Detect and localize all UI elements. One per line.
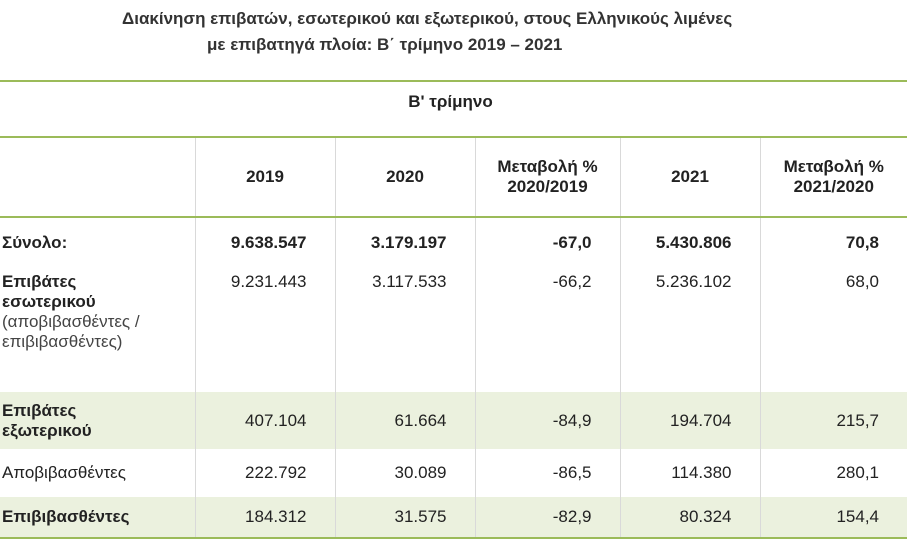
value-cell: 31.575 bbox=[334, 497, 475, 539]
title-line: με επιβατηγά πλοία: Β΄ τρίμηνο 2019 – 20… bbox=[207, 35, 563, 54]
row-label-text: Σύνολο: bbox=[2, 233, 68, 252]
value-cell: -82,9 bbox=[474, 497, 620, 539]
value-cell: 215,7 bbox=[759, 392, 907, 449]
column-header: 2019 bbox=[194, 137, 335, 218]
column-header-line: Μεταβολή % bbox=[497, 157, 598, 176]
row-label-text: Επιβιβασθέντες bbox=[2, 507, 130, 526]
value-cell: 80.324 bbox=[619, 497, 760, 539]
value-cell: 280,1 bbox=[759, 449, 907, 497]
column-header: Μεταβολή % 2021/2020 bbox=[759, 137, 907, 218]
title: Διακίνηση επιβατών, εσωτερικού και εξωτε… bbox=[0, 6, 907, 58]
value-cell: 194.704 bbox=[619, 392, 760, 449]
value-cell: 114.380 bbox=[619, 449, 760, 497]
row-label-text: Επιβάτες εξωτερικού bbox=[2, 400, 92, 440]
title-line: Διακίνηση επιβατών, εσωτερικού και εξωτε… bbox=[122, 9, 733, 28]
value-cell: 61.664 bbox=[334, 392, 475, 449]
column-header-line: 2020/2019 bbox=[507, 177, 588, 196]
table-row: Επιβάτες εσωτερικού (αποβιβασθέντες / επι… bbox=[0, 268, 907, 392]
value-cell: 9.231.443 bbox=[194, 268, 335, 392]
value-cell: 184.312 bbox=[194, 497, 335, 539]
column-header-line: 2021/2020 bbox=[793, 177, 874, 196]
column-header: 2020 bbox=[334, 137, 475, 218]
table-row: Επιβάτες εξωτερικού 407.104 61.664 -84,9 194… bbox=[0, 392, 907, 449]
table-body: Β' τρίμηνο 2019 2020 Μεταβολή % 2020/2019 20… bbox=[0, 80, 907, 539]
value-cell: 154,4 bbox=[759, 497, 907, 539]
row-label: Επιβιβασθέντες bbox=[0, 497, 195, 539]
column-header-line: Μεταβολή % bbox=[783, 157, 884, 176]
data-table: Β' τρίμηνο 2019 2020 Μεταβολή % 2020/2019 20… bbox=[0, 80, 907, 539]
column-header-row: 2019 2020 Μεταβολή % 2020/2019 2021 Μεταβολή … bbox=[0, 137, 907, 218]
value-cell: 30.089 bbox=[334, 449, 475, 497]
value-cell: 5.430.806 bbox=[619, 217, 760, 268]
column-header-line: 2020 bbox=[386, 167, 424, 186]
group-header-row: Β' τρίμηνο bbox=[0, 80, 907, 138]
row-label: Επιβάτες εξωτερικού bbox=[0, 392, 195, 449]
value-cell: -67,0 bbox=[474, 217, 620, 268]
value-cell: -84,9 bbox=[474, 392, 620, 449]
column-header: 2021 bbox=[619, 137, 760, 218]
value-cell: 5.236.102 bbox=[619, 268, 760, 392]
value-cell: 70,8 bbox=[759, 217, 907, 268]
corner-cell bbox=[0, 137, 195, 218]
value-cell: -66,2 bbox=[474, 268, 620, 392]
row-note: (αποβιβασθέντες / επιβιβασθέντες) bbox=[2, 312, 140, 351]
row-label: Σύνολο: bbox=[0, 217, 195, 268]
row-label: Επιβάτες εσωτερικού (αποβιβασθέντες / επι… bbox=[0, 268, 195, 392]
value-cell: 9.638.547 bbox=[194, 217, 335, 268]
group-header: Β' τρίμηνο bbox=[0, 80, 907, 138]
column-header: Μεταβολή % 2020/2019 bbox=[474, 137, 620, 218]
column-header-line: 2021 bbox=[671, 167, 709, 186]
row-label-text: Επιβάτες εσωτερικού bbox=[2, 272, 96, 311]
table-row: Αποβιβασθέντες 222.792 30.089 -86,5 114.380 2… bbox=[0, 449, 907, 497]
row-label-text: Αποβιβασθέντες bbox=[2, 463, 126, 482]
table-row: Επιβιβασθέντες 184.312 31.575 -82,9 80.324 15… bbox=[0, 497, 907, 539]
column-header-line: 2019 bbox=[246, 167, 284, 186]
table-row: Σύνολο: 9.638.547 3.179.197 -67,0 5.430.806 7… bbox=[0, 217, 907, 268]
value-cell: 407.104 bbox=[194, 392, 335, 449]
value-cell: 3.117.533 bbox=[334, 268, 475, 392]
value-cell: -86,5 bbox=[474, 449, 620, 497]
value-cell: 3.179.197 bbox=[334, 217, 475, 268]
value-cell: 222.792 bbox=[194, 449, 335, 497]
value-cell: 68,0 bbox=[759, 268, 907, 392]
row-label: Αποβιβασθέντες bbox=[0, 449, 195, 497]
